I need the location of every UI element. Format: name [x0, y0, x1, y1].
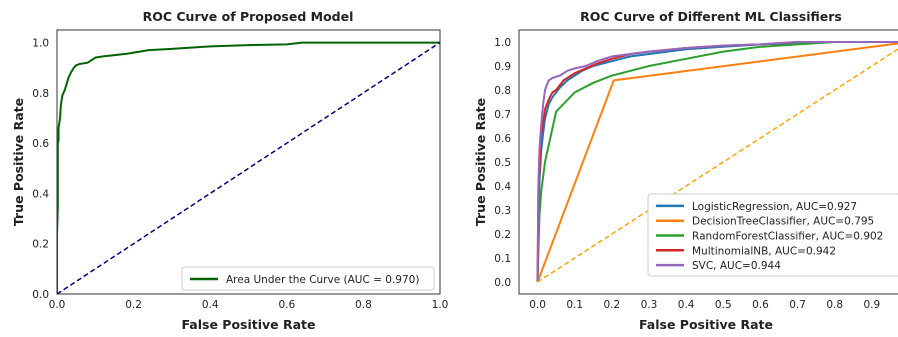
plot-area: [536, 41, 898, 283]
axes-frame: [518, 29, 898, 295]
legend-entry-label: RandomForestClassifier, AUC=0.902: [692, 231, 883, 243]
legend-entry-label: SVC, AUC=0.944: [692, 260, 781, 272]
y-tick-label: 0.6: [494, 133, 511, 145]
x-tick-label: 0.7: [789, 299, 806, 311]
legend-box: [181, 266, 435, 291]
y-axis-label: True Positive Rate: [473, 98, 488, 226]
x-tick-label: 0.2: [604, 299, 621, 311]
x-tick-label: 0.1: [566, 299, 583, 311]
legend: Area Under the Curve (AUC = 0.970): [181, 266, 435, 291]
y-tick-label: 0.4: [32, 188, 49, 200]
x-tick-label: 0.8: [355, 299, 372, 311]
y-tick-label: 0.1: [494, 253, 511, 265]
y-tick-label: 0.6: [32, 138, 49, 150]
y-tick-label: 0.5: [494, 157, 511, 169]
legend-entry-label: Area Under the Curve (AUC = 0.970): [226, 274, 419, 286]
chart-title: ROC Curve of Proposed Model: [143, 9, 354, 24]
legend-box: [647, 193, 898, 277]
y-axis-label: True Positive Rate: [11, 98, 26, 226]
x-tick-label: 0.5: [715, 299, 732, 311]
x-tick-label: 0.4: [202, 299, 219, 311]
y-tick-label: 0.4: [494, 181, 511, 193]
chance-diagonal-line: [537, 48, 898, 283]
x-axis-label: False Positive Rate: [639, 317, 773, 332]
x-axis-label: False Positive Rate: [181, 317, 315, 332]
y-tick-label: 0.0: [32, 289, 49, 301]
chart-title: ROC Curve of Different ML Classifiers: [580, 9, 842, 24]
y-tick-label: 0.2: [32, 239, 49, 251]
y-tick-label: 0.0: [494, 277, 511, 289]
x-tick-label: 1.0: [432, 299, 449, 311]
legend-entry-label: MultinomialNB, AUC=0.942: [692, 245, 836, 257]
plot-area: [57, 41, 440, 294]
x-tick-label: 0.8: [826, 299, 843, 311]
x-tick-label: 0.6: [278, 299, 295, 311]
x-tick-label: 0.0: [529, 299, 546, 311]
x-tick-label: 0.4: [678, 299, 695, 311]
series-line: [536, 42, 898, 283]
y-tick-label: 1.0: [494, 37, 511, 49]
y-tick-label: 0.8: [494, 85, 511, 97]
series-line: [57, 41, 440, 294]
roc-ml-classifiers-panel: ROC Curve of Different ML Classifiers Fa…: [473, 9, 898, 332]
x-tick-label: 0.6: [752, 299, 769, 311]
x-tick-label: 0.2: [125, 299, 142, 311]
y-tick-label: 1.0: [32, 38, 49, 50]
y-tick-label: 0.3: [494, 205, 511, 217]
legend: LogisticRegression, AUC=0.927 DecisionTre…: [647, 193, 898, 277]
x-tick-label: 0.9: [864, 299, 881, 311]
axes-frame: [56, 29, 441, 295]
x-tick-label: 0.0: [49, 299, 66, 311]
series-line: [536, 41, 898, 283]
series-line: [536, 41, 898, 283]
x-tick-label: 0.3: [641, 299, 658, 311]
y-tick-label: 0.7: [494, 109, 511, 121]
y-tick-label: 0.9: [494, 61, 511, 73]
legend-entry-label: LogisticRegression, AUC=0.927: [692, 201, 857, 213]
roc-proposed-model-panel: ROC Curve of Proposed Model False Positi…: [11, 9, 448, 332]
y-tick-label: 0.2: [494, 229, 511, 241]
y-tick-label: 0.8: [32, 88, 49, 100]
legend-entry-label: DecisionTreeClassifier, AUC=0.795: [692, 216, 874, 228]
chance-diagonal-line: [57, 41, 440, 294]
